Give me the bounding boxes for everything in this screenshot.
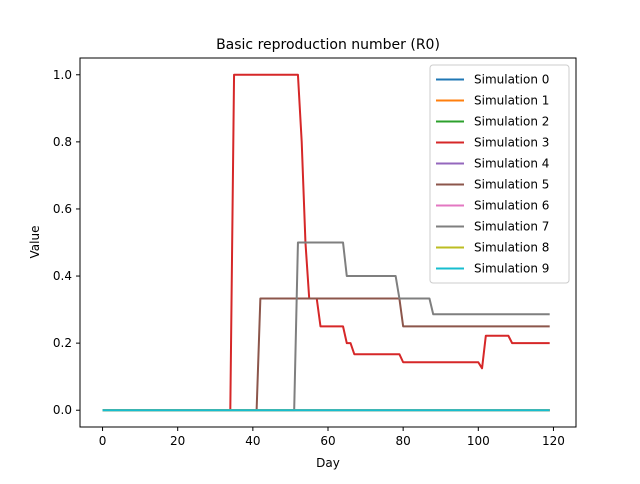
y-tick-label: 0.6 xyxy=(53,202,72,216)
x-tick-label: 100 xyxy=(467,434,490,448)
axis-ticks: 0 20 40 60 80 100 120 0.0 0.2 0.4 0.6 0.8 1.0 xyxy=(53,68,565,448)
legend: Simulation 0 Simulation 1 Simulation 2 Simu… xyxy=(429,64,570,284)
y-tick-label: 0.0 xyxy=(53,403,72,417)
legend-label-0: Simulation 0 xyxy=(474,73,549,87)
legend-label-1: Simulation 1 xyxy=(474,94,549,108)
plot-frame xyxy=(79,57,577,428)
series-lines xyxy=(102,73,550,412)
y-tick-label: 0.4 xyxy=(53,269,72,283)
legend-label-2: Simulation 2 xyxy=(474,115,549,129)
legend-label-3: Simulation 3 xyxy=(474,136,549,150)
x-tick-label: 0 xyxy=(99,434,107,448)
legend-label-8: Simulation 8 xyxy=(474,241,549,255)
series-line-3 xyxy=(102,73,550,412)
legend-label-5: Simulation 5 xyxy=(474,178,549,192)
x-tick-label: 120 xyxy=(542,434,565,448)
series-line-7 xyxy=(102,241,550,412)
y-tick-label: 0.8 xyxy=(53,135,72,149)
legend-label-9: Simulation 9 xyxy=(474,262,549,276)
y-tick-label: 0.2 xyxy=(53,336,72,350)
legend-label-6: Simulation 6 xyxy=(474,199,549,213)
legend-label-7: Simulation 7 xyxy=(474,220,549,234)
x-tick-label: 20 xyxy=(170,434,185,448)
y-tick-label: 1.0 xyxy=(53,68,72,82)
x-tick-label: 40 xyxy=(245,434,260,448)
x-tick-label: 60 xyxy=(320,434,335,448)
legend-box xyxy=(429,64,570,284)
x-tick-label: 80 xyxy=(396,434,411,448)
x-axis-label: Day xyxy=(316,456,340,470)
y-axis-label: Value xyxy=(28,226,42,259)
legend-label-4: Simulation 4 xyxy=(474,157,549,171)
chart-title: Basic reproduction number (R0) xyxy=(216,37,440,53)
